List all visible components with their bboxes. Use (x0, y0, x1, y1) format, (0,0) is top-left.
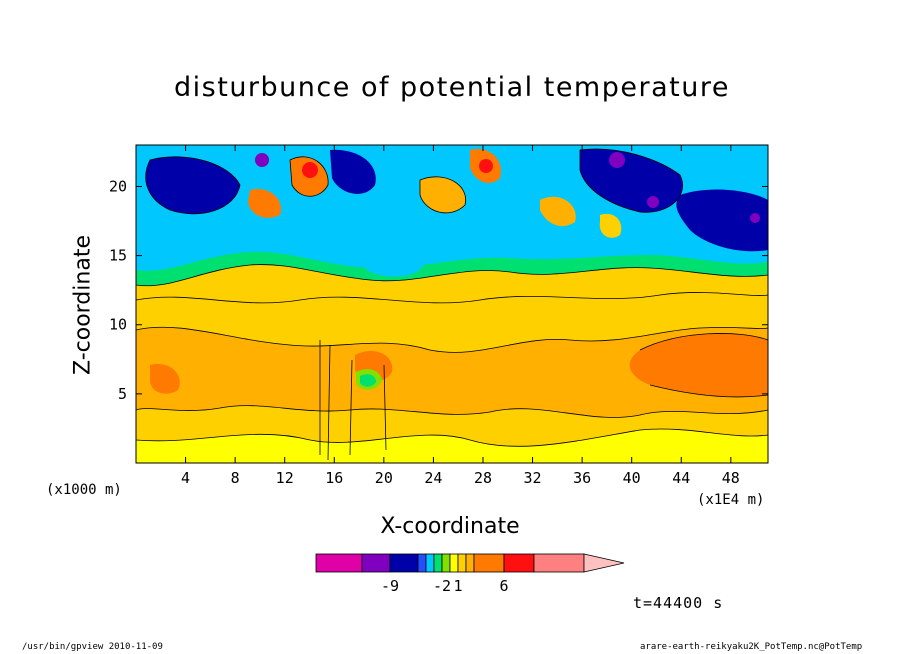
footer-right: arare-earth-reikyaku2K_PotTemp.nc@PotTem… (640, 642, 863, 652)
x-tick-label: 20 (375, 469, 393, 487)
colorbar-tick-label: 6 (499, 577, 508, 595)
colorbar-segment (441, 553, 451, 573)
time-label: t=44400 s (633, 594, 724, 612)
x-tick-label: 24 (424, 469, 442, 487)
x-tick-label: 44 (672, 469, 690, 487)
x-tick-label: 40 (623, 469, 641, 487)
colorbar-segment (425, 553, 435, 573)
colorbar: -9 -2 1 6 (315, 553, 625, 595)
plot-frame (135, 144, 769, 464)
x-tick-label: 48 (722, 469, 740, 487)
colorbar-segment (473, 553, 505, 573)
colorbar-segment (503, 553, 535, 573)
footer-left: /usr/bin/gpview 2010-11-09 (22, 642, 163, 652)
y-tick-label: 5 (118, 385, 127, 403)
x-tick-label: 36 (573, 469, 591, 487)
x-tick-label: 8 (231, 469, 240, 487)
y-tick-label: 15 (109, 247, 127, 265)
colorbar-segment (449, 553, 459, 573)
colorbar-segment (361, 553, 391, 573)
colorbar-segment (417, 553, 427, 573)
x-axis-label: X-coordinate (380, 514, 520, 539)
x-tick-label: 16 (325, 469, 343, 487)
colorbar-tick-label: 1 (453, 577, 462, 595)
colorbar-segment (465, 553, 475, 573)
y-tick-label: 10 (109, 316, 127, 334)
x-tick-label: 32 (524, 469, 542, 487)
y-axis-ticks: 5 10 15 20 (109, 177, 768, 403)
x-tick-label: 12 (276, 469, 294, 487)
y-axis-label: Z-coordinate (70, 235, 96, 375)
chart-title: disturbunce of potential temperature (174, 72, 730, 103)
x-axis-unit-left: (x1000 m) (46, 482, 122, 498)
colorbar-segment (533, 553, 585, 573)
contour-field (136, 145, 768, 463)
colorbar-segment (389, 553, 419, 573)
colorbar-tick-label: -9 (381, 577, 399, 595)
x-tick-label: 28 (474, 469, 492, 487)
x-axis-unit-right: (x1E4 m) (697, 492, 765, 508)
y-tick-label: 20 (109, 177, 127, 195)
colorbar-segment (433, 553, 443, 573)
colorbar-segment (315, 553, 363, 573)
colorbar-arrow (583, 553, 625, 573)
x-axis-ticks: 4 8 12 16 20 24 28 32 36 40 44 48 (181, 145, 740, 487)
x-tick-label: 4 (181, 469, 190, 487)
colorbar-tick-label: -2 (433, 577, 451, 595)
colorbar-segment (457, 553, 467, 573)
